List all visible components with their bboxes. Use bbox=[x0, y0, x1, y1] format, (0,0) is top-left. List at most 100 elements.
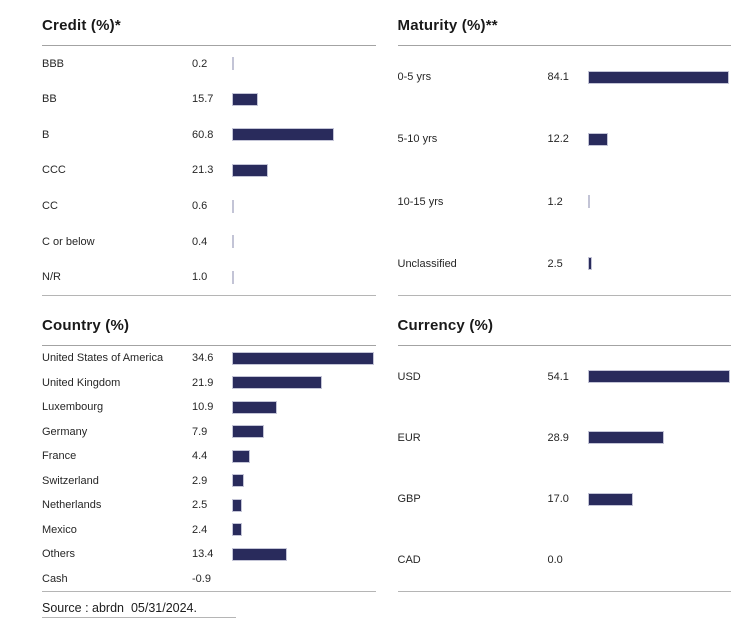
category-label: GBP bbox=[397, 493, 421, 506]
chart-row: CCC 21.3 bbox=[42, 163, 376, 177]
bar bbox=[587, 70, 729, 84]
chart-row: USD 54.1 bbox=[397, 370, 732, 384]
maturity-chart-title: Maturity (%)** bbox=[397, 16, 731, 46]
chart-row: 5-10 yrs 12.2 bbox=[397, 132, 732, 146]
value-label: 0.2 bbox=[192, 57, 208, 70]
bar-track bbox=[232, 199, 376, 213]
category-label: C or below bbox=[42, 235, 95, 248]
category-label: United States of America bbox=[42, 352, 164, 365]
category-label: Netherlands bbox=[42, 499, 102, 512]
bar-track bbox=[588, 554, 732, 567]
category-label: Others bbox=[42, 548, 76, 561]
value-label: 84.1 bbox=[547, 71, 569, 84]
bar-track bbox=[232, 498, 376, 512]
country-chart-title: Country (%) bbox=[42, 316, 376, 346]
country-chart-rows: United States of America 34.6 United Kingd… bbox=[42, 346, 376, 592]
category-label: BBB bbox=[42, 57, 65, 70]
category-label: CCC bbox=[42, 164, 66, 177]
category-label: N/R bbox=[42, 271, 61, 284]
chart-row: Switzerland 2.9 bbox=[42, 474, 376, 488]
bar-track bbox=[587, 492, 732, 506]
bar bbox=[232, 270, 234, 284]
category-label: 5-10 yrs bbox=[397, 133, 438, 146]
charts-grid: Credit (%)* BBB 0.2 BB 15.7 B 60.8 CCC 21.3 CC 0.… bbox=[42, 16, 731, 592]
bar-track bbox=[587, 370, 732, 384]
bar bbox=[232, 163, 268, 177]
value-label: 17.0 bbox=[547, 493, 569, 506]
bar bbox=[232, 92, 258, 106]
value-label: 1.2 bbox=[547, 195, 563, 208]
bar bbox=[232, 351, 374, 365]
bar-track bbox=[587, 195, 732, 209]
value-label: 21.3 bbox=[192, 164, 214, 177]
value-label: 15.7 bbox=[192, 93, 214, 106]
credit-chart-title: Credit (%)* bbox=[42, 16, 376, 46]
bar-track bbox=[232, 547, 376, 561]
value-label: 60.8 bbox=[192, 128, 214, 141]
bar bbox=[587, 195, 590, 209]
value-label: 0.6 bbox=[192, 200, 208, 213]
category-label: Switzerland bbox=[42, 474, 99, 487]
category-label: 0-5 yrs bbox=[397, 71, 432, 84]
bar-track bbox=[232, 376, 376, 390]
value-label: 0.0 bbox=[547, 554, 563, 567]
bar bbox=[587, 492, 633, 506]
value-label: 10.9 bbox=[192, 401, 214, 414]
value-label: 12.2 bbox=[547, 133, 569, 146]
category-label: EUR bbox=[397, 431, 421, 444]
bar-track bbox=[232, 425, 376, 439]
category-label: United Kingdom bbox=[42, 376, 121, 389]
bar bbox=[232, 425, 264, 439]
value-label: 2.4 bbox=[192, 523, 208, 536]
chart-row: Unclassified 2.5 bbox=[397, 257, 732, 271]
bar-track bbox=[587, 132, 732, 146]
value-label: 28.9 bbox=[547, 431, 569, 444]
category-label: B bbox=[42, 128, 50, 141]
chart-row: 0-5 yrs 84.1 bbox=[397, 70, 732, 84]
category-label: CC bbox=[42, 200, 58, 213]
credit-chart-rows: BBB 0.2 BB 15.7 B 60.8 CCC 21.3 CC 0.6 C or below 0… bbox=[42, 46, 376, 296]
value-label: 2.5 bbox=[547, 257, 563, 270]
bar bbox=[232, 376, 322, 390]
chart-row: N/R 1.0 bbox=[42, 270, 376, 284]
value-label: 1.0 bbox=[192, 271, 208, 284]
category-label: France bbox=[42, 450, 77, 463]
category-label: Germany bbox=[42, 425, 88, 438]
chart-row: Luxembourg 10.9 bbox=[42, 400, 376, 414]
value-label: 0.4 bbox=[192, 235, 208, 248]
maturity-chart-rows: 0-5 yrs 84.1 5-10 yrs 12.2 10-15 yrs 1.2 Uncla… bbox=[397, 46, 732, 296]
bar bbox=[232, 474, 244, 488]
bar-track bbox=[587, 431, 732, 445]
value-label: -0.9 bbox=[192, 572, 211, 585]
chart-row: CC 0.6 bbox=[42, 199, 376, 213]
bar-track bbox=[232, 474, 376, 488]
bottom-partial-rule bbox=[42, 617, 236, 618]
bar bbox=[232, 128, 334, 142]
bar bbox=[587, 431, 664, 445]
currency-chart-panel: Currency (%) USD 54.1 EUR 28.9 GBP 17.0 CAD 0.0 bbox=[397, 316, 732, 592]
bar bbox=[232, 199, 234, 213]
bar bbox=[587, 257, 592, 271]
chart-row: Others 13.4 bbox=[42, 547, 376, 561]
bar bbox=[232, 523, 242, 537]
category-label: Unclassified bbox=[397, 257, 457, 270]
value-label: 34.6 bbox=[192, 352, 214, 365]
bar-track bbox=[232, 235, 376, 249]
chart-row: 10-15 yrs 1.2 bbox=[398, 195, 732, 209]
chart-row: CAD 0.0 bbox=[398, 554, 732, 567]
bar-track bbox=[587, 70, 732, 84]
bar-track bbox=[232, 523, 376, 537]
country-chart-panel: Country (%) United States of America 34.6… bbox=[42, 316, 376, 592]
bar-track bbox=[232, 270, 376, 284]
chart-row: BB 15.7 bbox=[42, 92, 376, 106]
category-label: USD bbox=[397, 370, 421, 383]
value-label: 4.4 bbox=[192, 450, 208, 463]
chart-row: Cash -0.9 bbox=[42, 572, 376, 585]
category-label: Mexico bbox=[42, 523, 77, 536]
value-label: 7.9 bbox=[192, 425, 208, 438]
bar bbox=[232, 547, 287, 561]
bar bbox=[232, 498, 242, 512]
bar-track bbox=[232, 57, 376, 71]
bar-track bbox=[587, 257, 732, 271]
bar-track bbox=[232, 449, 376, 463]
